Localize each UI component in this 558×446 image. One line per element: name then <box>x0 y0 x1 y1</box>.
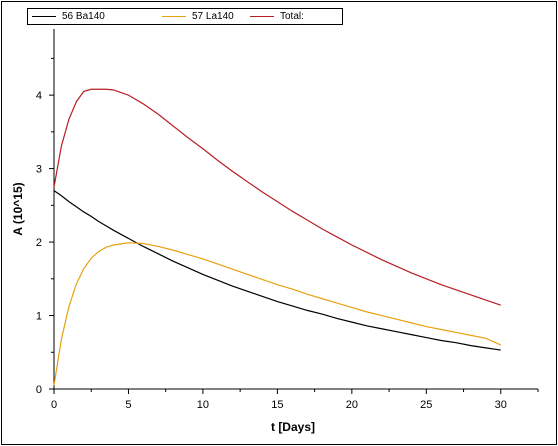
series-layer <box>53 88 502 386</box>
x-tick-label: 10 <box>197 399 209 411</box>
x-axis-label: t [Days] <box>271 420 315 434</box>
y-tick-label: 3 <box>36 164 42 176</box>
x-tick-label: 15 <box>271 399 283 411</box>
y-tick-label: 2 <box>36 237 42 249</box>
x-tick-label: 20 <box>346 399 358 411</box>
x-tick-label: 0 <box>51 399 57 411</box>
series-line-total <box>53 88 501 306</box>
legend-item-ba140: 56 Ba140 <box>32 9 105 24</box>
legend-swatch-la140 <box>162 16 186 17</box>
y-tick-label: 0 <box>36 384 42 396</box>
y-axis-label: A (10^15) <box>11 182 25 235</box>
legend-item-total: Total: <box>250 9 304 24</box>
y-tick-label: 1 <box>36 311 42 323</box>
axes: 0 5 10 15 20 25 30 0 1 2 3 4 <box>36 29 539 411</box>
x-tick-label: 30 <box>495 399 507 411</box>
legend-swatch-total <box>250 16 274 17</box>
legend-label-ba140: 56 Ba140 <box>62 11 105 22</box>
legend-label-total: Total: <box>280 11 304 22</box>
x-tick-label: 5 <box>125 399 131 411</box>
legend: 56 Ba140 57 La140 Total: <box>27 8 343 25</box>
legend-label-la140: 57 La140 <box>192 11 234 22</box>
y-tick-label: 4 <box>36 90 42 102</box>
series-line-56-ba140 <box>53 190 501 351</box>
series-line-57-la140 <box>53 242 502 386</box>
legend-swatch-ba140 <box>32 16 56 17</box>
legend-item-la140: 57 La140 <box>162 9 234 24</box>
x-tick-label: 25 <box>420 399 432 411</box>
